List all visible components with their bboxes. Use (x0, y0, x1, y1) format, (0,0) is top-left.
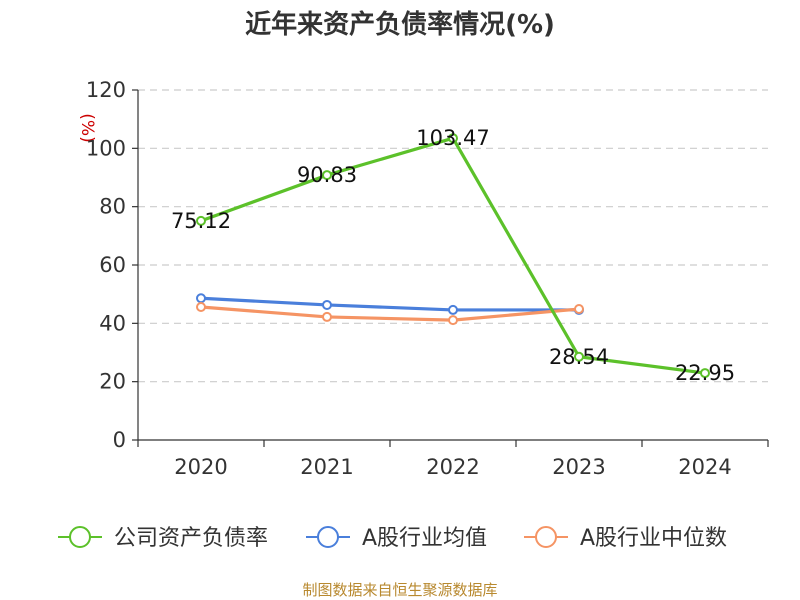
x-tick-label: 2024 (678, 455, 731, 479)
data-label: 75.12 (171, 209, 231, 233)
y-tick-label: 60 (99, 253, 126, 277)
series-line (200, 296, 579, 312)
data-label: 28.54 (549, 345, 609, 369)
source-note: 制图数据来自恒生聚源数据库 (302, 581, 497, 599)
x-tick-label: 2020 (174, 455, 227, 479)
y-tick-label: 80 (99, 195, 126, 219)
x-tick-label: 2021 (300, 455, 353, 479)
data-labels: 75.12 90.83 103.47 28.54 22.95 (171, 126, 735, 385)
legend-marker (69, 526, 91, 548)
data-point (574, 351, 584, 362)
legend-item[interactable]: 公司资产负债率 (58, 526, 268, 551)
legend[interactable]: 公司资产负债率 A股行业均值 A股行业中位数 (58, 526, 727, 551)
data-label: 22.95 (675, 361, 735, 385)
series-line (200, 305, 580, 322)
x-tick-label: 2023 (552, 455, 605, 479)
data-point (700, 368, 710, 379)
data-point (322, 311, 332, 322)
y-tick-label: 20 (99, 370, 126, 394)
chart-title: 近年来资产负债率情况(%) (245, 9, 555, 40)
data-point (322, 299, 332, 310)
data-label: 103.47 (416, 126, 489, 150)
y-tick-label: 0 (113, 428, 126, 452)
legend-item[interactable]: A股行业均值 (306, 526, 487, 551)
x-tick-label: 2022 (426, 455, 479, 479)
y-axis-unit: (%) (77, 113, 97, 142)
legend-label: A股行业均值 (362, 526, 487, 551)
legend-label: 公司资产负债率 (114, 526, 268, 551)
data-point (196, 215, 206, 226)
data-point (448, 133, 458, 144)
y-tick-label: 40 (99, 311, 126, 335)
data-point (196, 302, 206, 312)
y-tick-label: 100 (86, 136, 126, 160)
legend-label: A股行业中位数 (580, 526, 727, 551)
data-point (196, 293, 206, 304)
series-line (200, 136, 706, 375)
data-point (322, 170, 332, 181)
legend-marker (317, 526, 339, 548)
y-tick-label: 120 (86, 78, 126, 102)
data-point (448, 304, 458, 315)
legend-marker (535, 526, 557, 548)
data-point (448, 315, 458, 326)
x-axis-ticks: 2020 2021 2022 2023 2024 (137, 440, 769, 479)
legend-item[interactable]: A股行业中位数 (524, 526, 727, 551)
data-label: 90.83 (297, 163, 357, 187)
y-axis-ticks: 0 20 40 60 80 100 120 (86, 78, 138, 452)
data-point (574, 304, 584, 315)
series-group (196, 133, 710, 379)
